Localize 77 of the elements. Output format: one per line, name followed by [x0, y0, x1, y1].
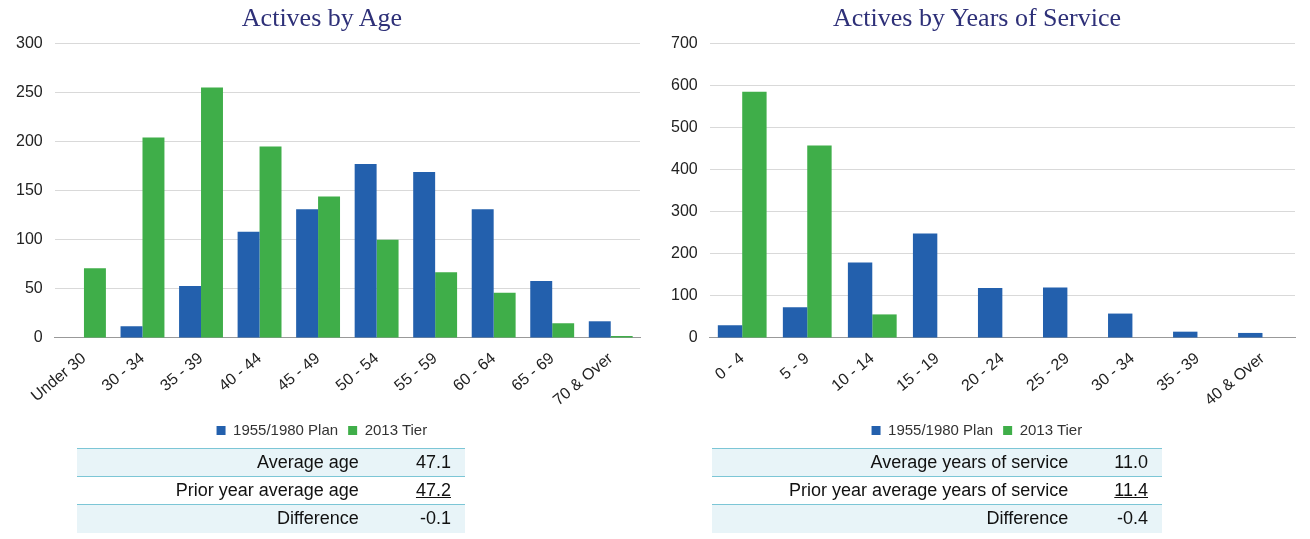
text: 11.4 [1113, 479, 1149, 502]
chart-title: Actives by Age [241, 3, 403, 33]
x-tick-label: 10 - 14 [827, 348, 878, 395]
bar [742, 91, 767, 338]
text: -0.1 [418, 507, 452, 531]
x-tick-label: 30 - 34 [98, 348, 148, 395]
x-tick-label: 40 & Over [1201, 348, 1268, 409]
legend-label: 2013 Tier [1019, 420, 1083, 438]
text: Difference [985, 507, 1070, 531]
bar [179, 285, 202, 338]
text: Prior year average years of service [788, 479, 1070, 502]
bar [435, 272, 458, 338]
x-tick-label: 30 - 34 [1088, 348, 1138, 395]
y-tick-label: 600 [670, 75, 698, 93]
x-tick-label: 35 - 39 [1153, 348, 1203, 395]
bar [201, 87, 223, 338]
bar [530, 281, 553, 338]
x-tick-label: 25 - 29 [1023, 348, 1073, 395]
x-tick-label: 15 - 19 [893, 348, 943, 395]
x-tick-label: 20 - 24 [958, 348, 1008, 395]
legend-label: 1955/1980 Plan [233, 420, 339, 438]
bar [977, 287, 1003, 338]
x-tick-label: 5 - 9 [776, 348, 813, 383]
legend-label: 1955/1980 Plan [888, 420, 994, 438]
bar [847, 262, 873, 338]
x-tick-label: 55 - 59 [390, 348, 440, 395]
bar [120, 326, 143, 338]
y-tick-label: 250 [15, 82, 43, 100]
x-tick-label: 45 - 49 [273, 348, 323, 395]
bar [493, 292, 516, 338]
legend-label: 2013 Tier [364, 420, 428, 438]
text: -0.4 [1115, 507, 1149, 531]
y-tick-label: 300 [15, 33, 43, 51]
bar [872, 314, 897, 338]
text: Prior year average age [174, 479, 360, 502]
text: 47.2 [414, 479, 452, 502]
bar [471, 209, 494, 338]
bar [912, 233, 938, 338]
x-tick-label: 35 - 39 [156, 348, 206, 395]
bar [782, 307, 808, 338]
bar [376, 239, 399, 338]
y-tick-label: 200 [670, 244, 698, 262]
y-tick-label: 500 [670, 117, 698, 135]
bar [259, 146, 282, 338]
bar [296, 209, 319, 338]
y-tick-label: 300 [670, 202, 698, 220]
bar [1042, 287, 1068, 338]
y-tick-label: 50 [24, 279, 43, 297]
text: Average age [256, 451, 360, 474]
x-tick-label: 40 - 44 [215, 348, 265, 395]
bar [354, 164, 377, 338]
bar [413, 171, 436, 338]
text: Difference [276, 507, 360, 531]
y-tick-label: 200 [15, 131, 43, 149]
y-tick-label: 100 [670, 286, 698, 304]
chart-title: Actives by Years of Service [832, 3, 1122, 33]
y-tick-label: 700 [670, 33, 698, 51]
y-tick-label: 400 [670, 159, 698, 177]
x-tick-label: 60 - 64 [449, 348, 499, 395]
x-tick-label: 0 - 4 [711, 348, 748, 383]
bar [807, 145, 832, 338]
text: 47.1 [414, 451, 452, 474]
bar [142, 137, 165, 338]
y-tick-label: 0 [688, 328, 698, 346]
bar [1108, 313, 1133, 338]
y-tick-label: 100 [15, 230, 43, 248]
text: 11.0 [1113, 451, 1149, 474]
text: Average years of service [869, 451, 1070, 474]
y-tick-label: 0 [33, 328, 43, 346]
bar [717, 325, 743, 338]
bar [237, 231, 260, 338]
x-tick-label: 50 - 54 [332, 348, 382, 395]
bar [318, 196, 341, 338]
bar [588, 321, 611, 338]
y-tick-label: 150 [15, 181, 43, 198]
bar [552, 323, 575, 338]
bar [83, 268, 106, 338]
